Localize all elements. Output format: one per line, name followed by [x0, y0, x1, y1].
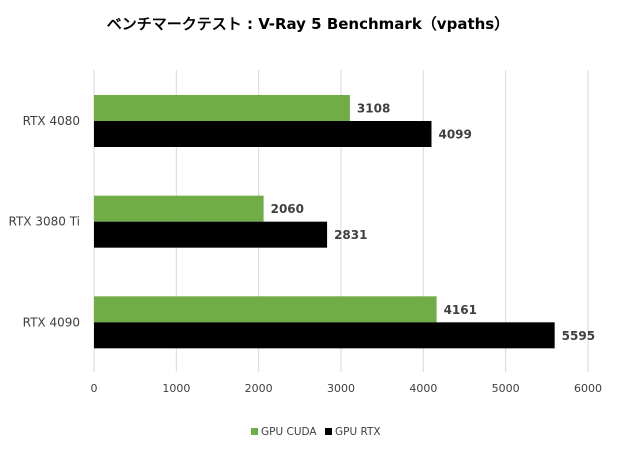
labels-layer: 0 1000 2000 3000 4000 5000 6000 RTX 4080 3108 409…	[9, 102, 602, 396]
category-label: RTX 4080	[23, 114, 80, 128]
x-tick-label: 2000	[245, 382, 273, 395]
x-tick-label: 4000	[409, 382, 437, 395]
legend-label: GPU RTX	[335, 426, 381, 438]
legend-swatch	[251, 428, 258, 435]
x-tick-label: 1000	[162, 382, 190, 395]
bar-gpu-cuda	[94, 296, 437, 323]
x-tick-label: 5000	[492, 382, 520, 395]
data-label: 4161	[444, 303, 477, 317]
bars-layer	[94, 95, 555, 349]
bar-gpu-rtx	[94, 322, 555, 349]
bar-gpu-rtx	[94, 221, 328, 248]
x-tick-label: 6000	[574, 382, 602, 395]
chart-title: ベンチマークテスト : V-Ray 5 Benchmark（vpaths）	[107, 15, 509, 33]
bar-gpu-rtx	[94, 121, 432, 147]
legend-swatch	[325, 428, 332, 435]
category-label: RTX 3080 Ti	[9, 215, 80, 229]
bar-gpu-cuda	[94, 95, 350, 121]
data-label: 5595	[562, 329, 595, 343]
bar-gpu-cuda	[94, 195, 264, 222]
data-label: 3108	[357, 102, 390, 116]
x-tick-label: 3000	[327, 382, 355, 395]
legend: GPU CUDA GPU RTX	[251, 426, 381, 438]
data-label: 4099	[438, 128, 471, 142]
data-label: 2060	[271, 202, 304, 216]
data-label: 2831	[334, 228, 367, 242]
category-label: RTX 4090	[23, 315, 80, 329]
x-tick-label: 0	[91, 382, 98, 395]
legend-label: GPU CUDA	[261, 426, 317, 438]
